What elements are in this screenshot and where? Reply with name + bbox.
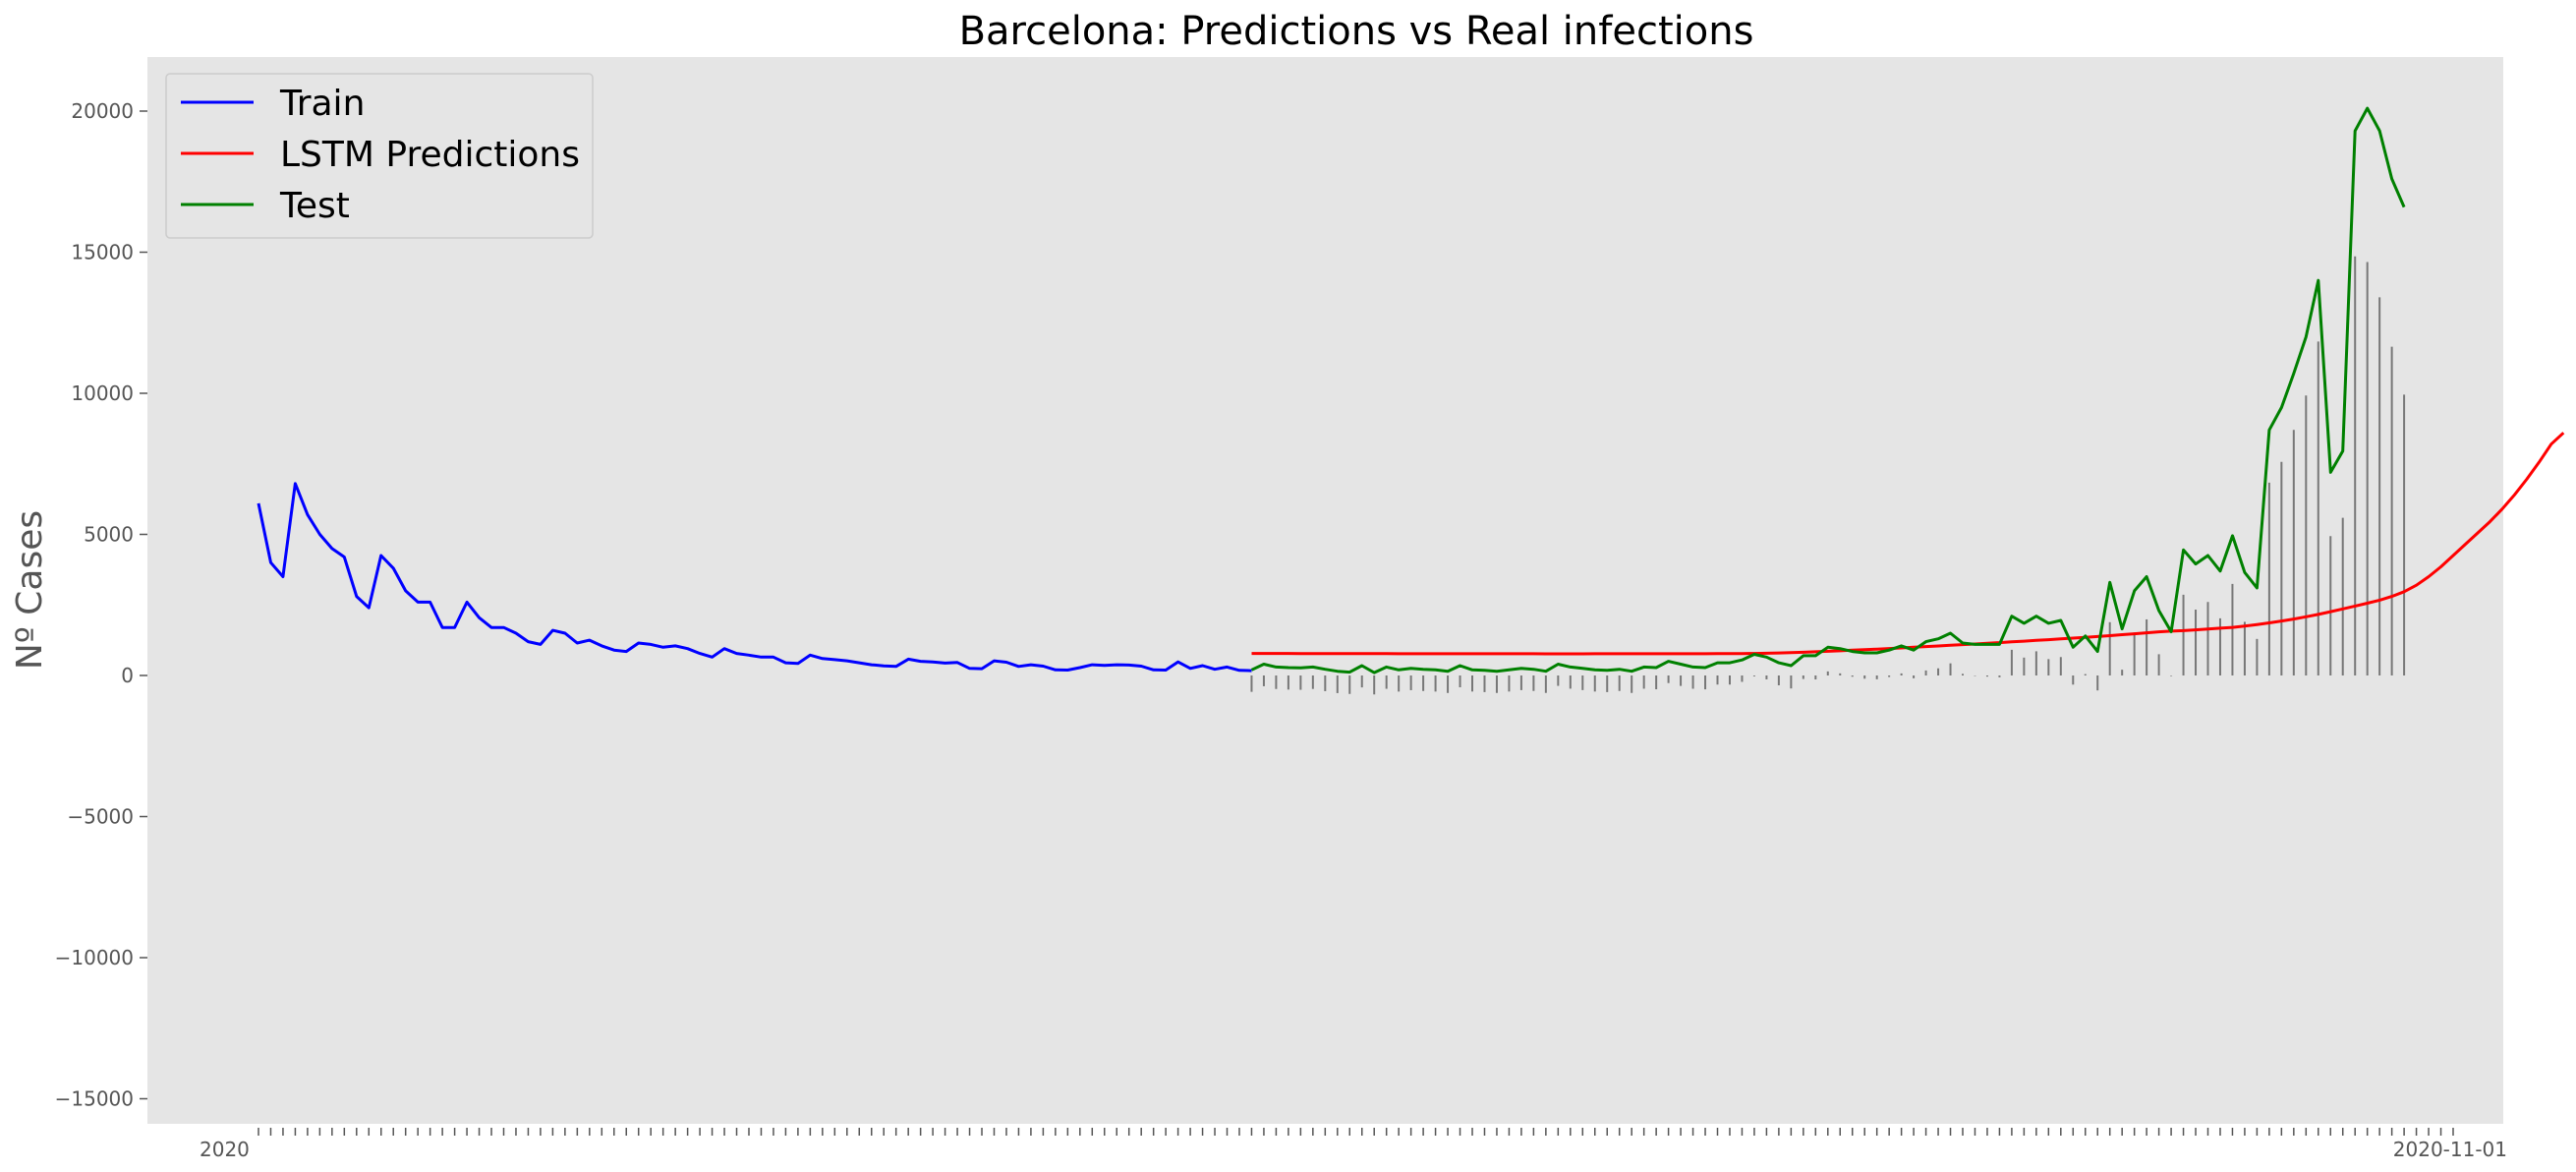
x-tick-label-first: 2020 bbox=[200, 1138, 250, 1161]
chart-title: Barcelona: Predictions vs Real infection… bbox=[959, 9, 1754, 54]
legend: Train LSTM Predictions Test bbox=[165, 73, 594, 239]
difference-lines bbox=[1250, 256, 2406, 695]
legend-label-test: Test bbox=[279, 186, 350, 226]
x-axis: 2020 2020-11-01 bbox=[200, 1128, 2507, 1161]
y-tick-label: 15000 bbox=[71, 241, 134, 264]
x-tick-label-last: 2020-11-01 bbox=[2393, 1138, 2507, 1161]
legend-label-lstm-predictions: LSTM Predictions bbox=[280, 135, 580, 175]
y-tick-label: −5000 bbox=[67, 805, 134, 829]
y-axis: −15000 −10000 −5000 0 5000 10000 15000 20000 bbox=[55, 99, 147, 1111]
y-tick-label: 10000 bbox=[71, 381, 134, 405]
y-tick-label: 20000 bbox=[71, 99, 134, 123]
legend-label-train: Train bbox=[279, 84, 365, 124]
y-axis-label: Nº Cases bbox=[10, 510, 50, 670]
y-tick-label: 0 bbox=[121, 664, 134, 687]
y-tick-label: −10000 bbox=[55, 946, 134, 969]
series-line-test bbox=[1250, 106, 2406, 674]
legend-box bbox=[165, 73, 594, 239]
series-line-train bbox=[257, 482, 1252, 673]
y-tick-label: 5000 bbox=[84, 523, 134, 547]
series-lines bbox=[257, 106, 2565, 674]
y-tick-label: −15000 bbox=[55, 1087, 134, 1111]
